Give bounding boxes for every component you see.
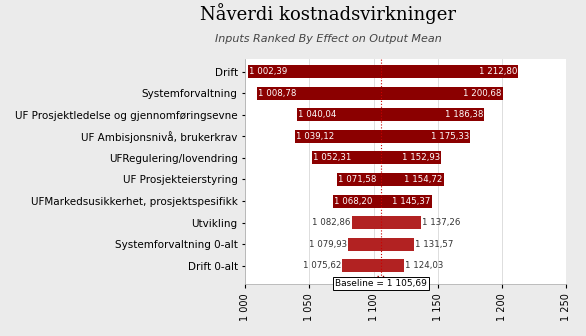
Bar [312, 152, 441, 164]
Text: 1 124,03: 1 124,03 [406, 261, 444, 270]
Text: Baseline = 1 105,69: Baseline = 1 105,69 [335, 279, 427, 288]
Text: 1 002,39: 1 002,39 [250, 67, 288, 76]
Text: 1 137,26: 1 137,26 [423, 218, 461, 227]
Text: 1 145,37: 1 145,37 [393, 197, 431, 206]
Text: 1 200,68: 1 200,68 [464, 89, 502, 98]
Text: 1 154,72: 1 154,72 [404, 175, 443, 184]
Text: 1 175,33: 1 175,33 [431, 132, 469, 141]
Text: 1 008,78: 1 008,78 [258, 89, 296, 98]
Text: Nåverdi kostnadsvirkninger: Nåverdi kostnadsvirkninger [200, 3, 456, 24]
Text: Inputs Ranked By Effect on Output Mean: Inputs Ranked By Effect on Output Mean [215, 34, 441, 44]
Text: 1 039,12: 1 039,12 [297, 132, 335, 141]
Text: 1 152,93: 1 152,93 [402, 154, 441, 162]
Bar [348, 238, 414, 251]
Text: 1 068,20: 1 068,20 [334, 197, 372, 206]
Bar [352, 216, 421, 229]
Text: 1 079,93: 1 079,93 [309, 240, 347, 249]
Bar [342, 259, 404, 272]
Text: 1 131,57: 1 131,57 [415, 240, 454, 249]
Bar [297, 108, 485, 121]
Text: 1 186,38: 1 186,38 [445, 110, 483, 119]
Text: 1 082,86: 1 082,86 [312, 218, 350, 227]
Bar [257, 87, 503, 100]
Bar [337, 173, 444, 186]
Text: 1 071,58: 1 071,58 [338, 175, 376, 184]
Bar [295, 130, 470, 143]
Text: 1 052,31: 1 052,31 [314, 154, 352, 162]
Bar [333, 195, 432, 208]
Bar [248, 65, 518, 78]
Text: 1 212,80: 1 212,80 [479, 67, 517, 76]
Text: 1 075,62: 1 075,62 [303, 261, 341, 270]
Text: 1 040,04: 1 040,04 [298, 110, 336, 119]
